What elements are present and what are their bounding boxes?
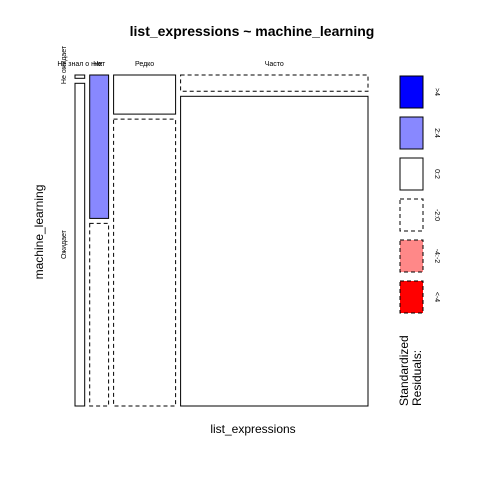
x-tick-label-не-знал-о-них: Не знал о них	[57, 61, 103, 68]
x-tick-label-часто: Часто	[265, 61, 284, 68]
legend-swatch-4	[399, 75, 424, 109]
mosaic-cell-нет-не-ожидает	[89, 74, 110, 219]
mosaic-cell-не-знал-о-них-ожидает	[74, 82, 86, 407]
legend-label-4-2: -4:-2	[433, 249, 440, 264]
legend-label-4: >4	[433, 88, 440, 96]
legend-label-0-2: 0:2	[433, 169, 440, 179]
x-tick-label-редко: Редко	[135, 61, 154, 68]
mosaic-cell-часто-не-ожидает	[180, 74, 369, 92]
mosaic-cells	[74, 74, 369, 407]
legend-swatch-4-2	[399, 239, 424, 273]
legend-label-2-4: 2:4	[433, 128, 440, 138]
legend-label-2-0: -2:0	[433, 209, 440, 221]
y-tick-label-ожидает: Ожидает	[61, 229, 68, 259]
legend-swatch-4	[399, 280, 424, 314]
residuals-legend: >4 2:4 0:2 -2:0 -4:-2 <-4 Standardized Residual…	[397, 75, 440, 406]
legend-swatch-0-2	[399, 157, 424, 191]
mosaic-cell-редко-ожидает	[113, 118, 177, 407]
mosaic-cell-не-знал-о-них-не-ожидает	[74, 74, 86, 79]
legend-swatch-2-0	[399, 198, 424, 232]
y-tick-label-не-ожидает: Не ожидает	[61, 45, 68, 84]
legend-swatch-2-4	[399, 116, 424, 150]
y-axis-title: machine_learning	[32, 185, 46, 280]
y-tick-labels: Не ожидает Ожидает	[61, 45, 68, 259]
x-tick-label-нет: Нет	[93, 61, 106, 68]
chart-title: list_expressions ~ machine_learning	[130, 23, 375, 39]
mosaic-cell-часто-ожидает	[180, 95, 369, 407]
legend-title-line: Residuals:	[410, 350, 424, 406]
x-axis-title: list_expressions	[210, 422, 295, 436]
mosaic-cell-редко-не-ожидает	[113, 74, 177, 115]
legend-label-4: <-4	[433, 292, 440, 302]
mosaic-cell-нет-ожидает	[89, 222, 110, 407]
legend-title-line: Standardized	[397, 335, 411, 406]
